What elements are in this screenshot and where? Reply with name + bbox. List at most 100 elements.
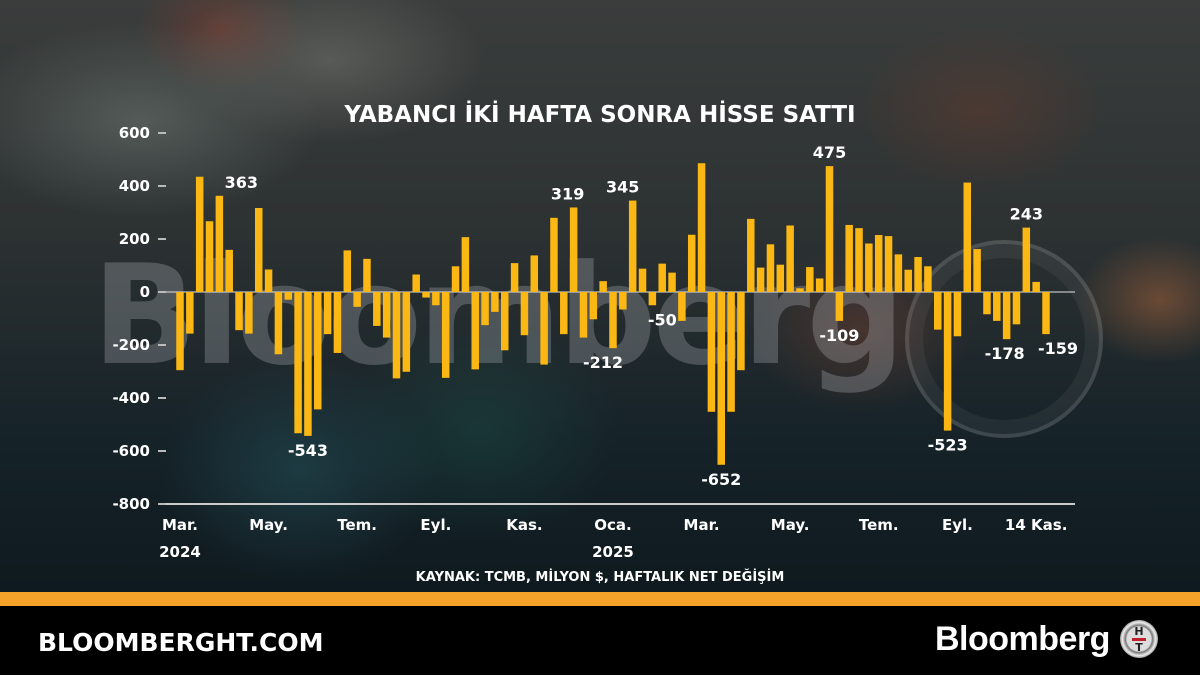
data-label: -652 [701,470,741,489]
bar [471,292,479,370]
data-label: -159 [1038,339,1078,358]
bar [215,195,224,292]
x-tick-label: Tem. [859,516,899,534]
bar [314,292,322,410]
bar [186,292,194,334]
bar [176,292,184,371]
data-label: -109 [819,326,859,345]
bar [638,268,647,292]
bar [727,292,735,412]
data-label: -212 [583,353,623,372]
bar [579,292,588,338]
data-label: -523 [928,436,968,455]
bar [422,292,430,298]
data-label: -50 [648,310,677,329]
bar [254,207,263,292]
data-labels: 363 -543 319 -212 345 -50 -652 475 -109 -523 -178 2… [225,143,1078,489]
bar [451,266,460,292]
x-tick-label: Eyl. [420,516,451,534]
x-tick-year: 2024 [159,543,201,561]
bar [786,225,794,292]
bar [648,292,657,306]
bar [540,292,548,365]
data-label: -543 [288,441,328,460]
data-label: 475 [813,143,846,162]
ht-logo-bar [1132,638,1146,641]
x-tick-label: Mar. [684,516,720,534]
y-tick-label: 600 [119,124,150,142]
bar [461,237,470,292]
ht-logo-h: H [1134,625,1144,638]
data-label: 363 [225,173,258,192]
y-tick-label: 400 [119,177,150,195]
x-tick-label: Mar. [162,516,198,534]
bar [382,292,391,338]
bar [815,278,824,292]
bar [687,234,696,292]
bar [491,292,499,312]
bar [973,249,981,292]
bar [865,243,873,292]
x-tick-label: Eyl. [942,516,973,534]
bar [619,292,627,310]
y-tick-label: -800 [112,495,150,513]
bar [707,292,716,412]
bar [1042,292,1050,335]
y-tick-label: -400 [112,389,150,407]
bar [510,263,519,292]
bar [343,250,352,292]
bar [205,221,214,292]
x-tick-year: 2025 [592,543,634,561]
bar [1002,292,1011,340]
bar [963,182,972,292]
bar [894,254,903,292]
bar [481,292,489,326]
bar [599,281,607,292]
bar [914,257,922,292]
bar [855,228,863,292]
bar [874,235,883,292]
bar [628,200,637,292]
x-tick-label: Tem. [337,516,377,534]
bar [501,292,509,351]
bar [1032,281,1040,292]
bar [294,292,302,434]
bar [796,288,804,292]
data-label: 243 [1010,205,1043,224]
bar [225,249,233,292]
bar [953,292,962,337]
bar [402,292,411,372]
data-label: 319 [551,184,584,203]
bar [589,292,598,320]
bar [1012,292,1021,325]
bar [747,218,755,292]
ht-logo-icon: H T [1120,620,1158,658]
bar [668,272,676,292]
bar [1022,227,1031,292]
bar [776,264,785,292]
bar [766,244,775,292]
orange-stripe [0,592,1200,606]
bar [441,292,450,378]
bar [363,258,371,292]
bar [569,207,578,292]
x-tick-label: Kas. [506,516,542,534]
bar [333,292,342,353]
bar [432,292,440,306]
y-tick-label: 0 [140,283,150,301]
site-link[interactable]: BLOOMBERGHT.COM [38,628,324,657]
bar [737,292,745,371]
bar [924,266,932,292]
bar [530,255,539,292]
x-tick-label: 14 Kas. [1005,516,1067,534]
bar [195,176,204,292]
bar [904,269,912,292]
bar [412,274,420,292]
data-label: -178 [985,344,1025,363]
bar [993,292,1001,321]
bar [884,236,893,292]
bar [520,292,529,336]
bar [353,292,361,307]
x-tick-label: Oca. [594,516,631,534]
source-note: KAYNAK: TCMB, MİLYON $, HAFTALIK NET DEĞ… [415,570,785,585]
